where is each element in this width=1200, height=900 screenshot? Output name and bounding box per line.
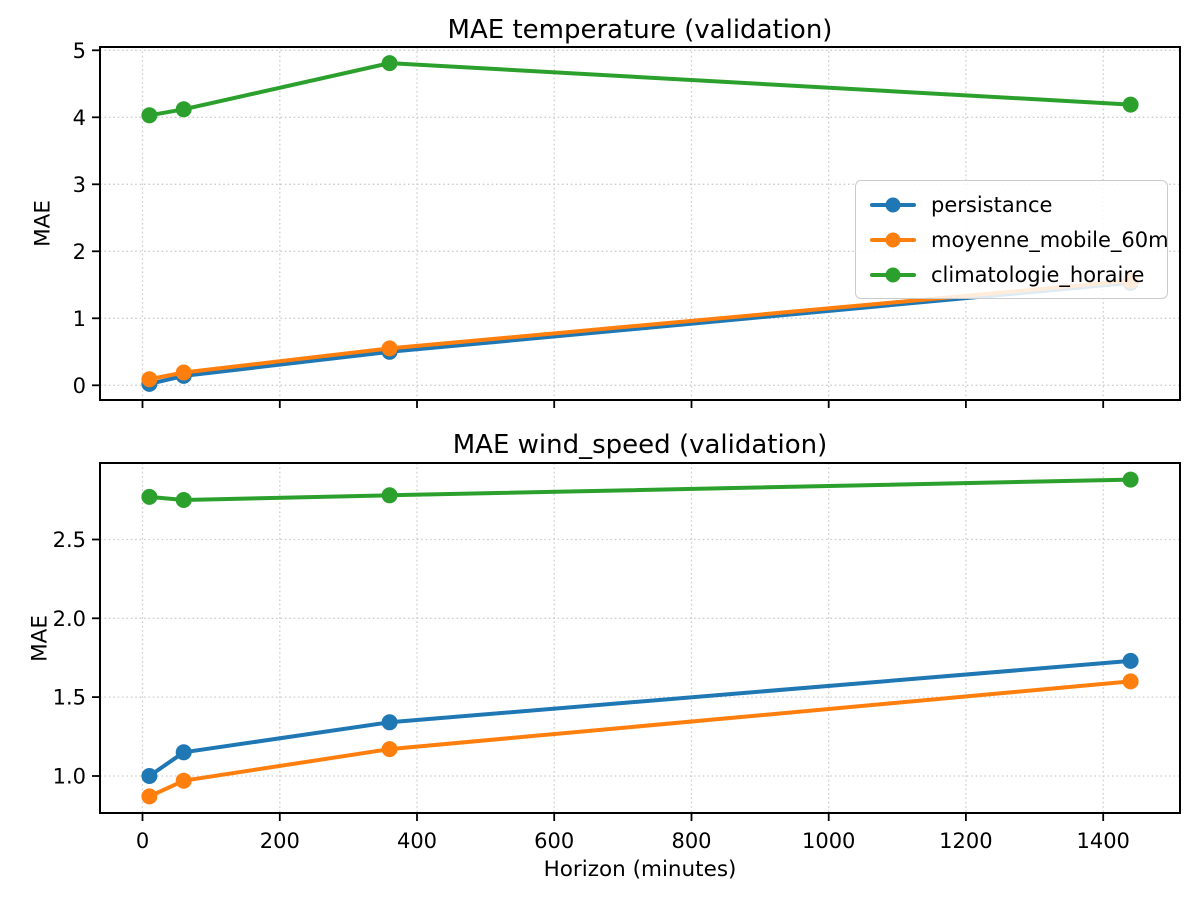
series-line-moyenne_mobile_60m — [147, 679, 1133, 799]
x-tick-label: 0 — [136, 829, 149, 853]
y-tick-label: 1.5 — [53, 686, 86, 710]
y-tick-label: 5 — [73, 39, 86, 63]
data-point-climatologie_horaire — [1122, 96, 1139, 113]
y-tick-label: 4 — [73, 106, 86, 130]
data-point-moyenne_mobile_60m — [175, 772, 192, 789]
data-point-moyenne_mobile_60m — [1122, 673, 1139, 690]
data-point-climatologie_horaire — [175, 492, 192, 508]
data-point-climatologie_horaire — [1122, 471, 1139, 488]
plot-border — [99, 46, 1181, 401]
data-point-persistance — [141, 768, 158, 784]
y-tick-label: 1.0 — [53, 765, 86, 789]
y-tick-label: 0 — [73, 374, 86, 398]
legend-line-sample — [870, 232, 916, 247]
series-line-persistance — [147, 658, 1133, 778]
data-point-climatologie_horaire — [175, 101, 192, 118]
data-point-persistance — [1122, 652, 1139, 669]
y-tick-label: 2.0 — [53, 607, 86, 631]
y-tick-label: 3 — [73, 173, 86, 197]
data-point-climatologie_horaire — [141, 488, 158, 505]
legend-item-moyenne-mobile-60m: moyenne_mobile_60m — [870, 222, 1169, 257]
data-point-climatologie_horaire — [141, 107, 158, 124]
data-point-persistance — [175, 744, 192, 761]
legend-item-climatologie-horaire: climatologie_horaire — [870, 257, 1151, 292]
y-tick-label: 2.5 — [53, 528, 86, 552]
x-tick-label: 200 — [260, 829, 300, 853]
top-chart-title: MAE temperature (validation) — [447, 15, 833, 45]
data-point-climatologie_horaire — [381, 487, 398, 504]
data-point-moyenne_mobile_60m — [381, 340, 398, 357]
bottom-chart-title: MAE wind_speed (validation) — [452, 430, 828, 460]
legend-box: persistance moyenne_mobile_60m climatolo… — [855, 180, 1169, 299]
data-point-moyenne_mobile_60m — [175, 364, 192, 381]
legend-line-sample — [870, 197, 916, 212]
series-line-climatologie_horaire — [147, 61, 1133, 118]
data-point-moyenne_mobile_60m — [381, 741, 398, 758]
data-point-moyenne_mobile_60m — [141, 371, 158, 388]
legend-label: climatologie_horaire — [931, 262, 1145, 287]
bottom-chart-ylabel: MAE — [27, 615, 53, 662]
legend-label: moyenne_mobile_60m — [931, 227, 1169, 252]
circle-marker-icon — [885, 232, 901, 247]
x-tick-label: 600 — [534, 829, 574, 853]
plot-border — [99, 462, 1181, 814]
y-tick-label: 2 — [73, 240, 86, 264]
y-tick-label: 1 — [73, 307, 86, 331]
top-chart-ylabel: MAE — [30, 200, 56, 247]
series-line-climatologie_horaire — [147, 477, 1133, 502]
data-point-climatologie_horaire — [381, 55, 398, 72]
data-point-persistance — [381, 714, 398, 731]
x-tick-label: 1000 — [802, 829, 855, 853]
x-tick-label: 400 — [397, 829, 437, 853]
x-axis-label: Horizon (minutes) — [543, 857, 737, 882]
x-tick-label: 1200 — [939, 829, 992, 853]
x-tick-label: 800 — [671, 829, 711, 853]
circle-marker-icon — [885, 267, 901, 282]
legend-label: persistance — [931, 192, 1053, 217]
x-tick-label: 1400 — [1076, 829, 1129, 853]
data-point-moyenne_mobile_60m — [141, 788, 158, 805]
series-line-persistance — [147, 280, 1133, 386]
circle-marker-icon — [885, 197, 901, 212]
legend-line-sample — [870, 267, 916, 282]
legend-item-persistance: persistance — [870, 187, 1151, 222]
series-line-moyenne_mobile_60m — [147, 278, 1133, 382]
